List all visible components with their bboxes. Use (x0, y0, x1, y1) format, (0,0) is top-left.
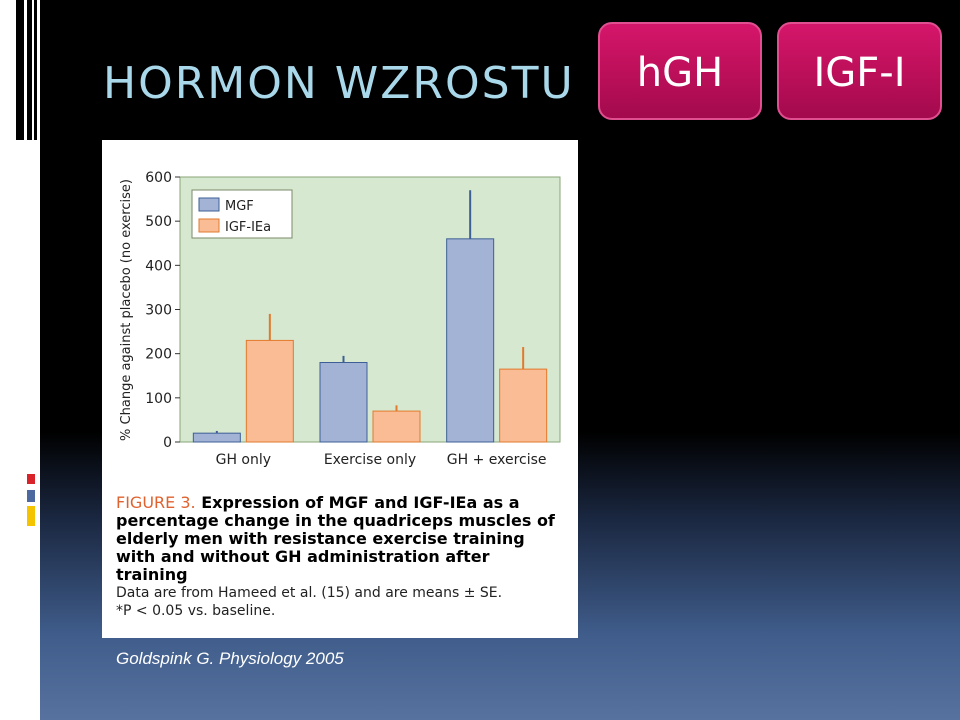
bar-igf (372, 410, 421, 443)
decorative-pattern (16, 0, 37, 526)
legend-label: MGF (225, 199, 254, 214)
legend-swatch (198, 197, 220, 212)
bar-igf (499, 368, 548, 443)
source-citation: Goldspink G. Physiology 2005 (116, 649, 344, 668)
igf-badge-label: IGF-I (813, 50, 906, 96)
x-category-label: GH + exercise (447, 452, 547, 468)
bar-mgf (446, 238, 495, 443)
figure-label: FIGURE 3. (116, 493, 196, 512)
caption-text: Expression of MGF and IGF-IEa as a perce… (116, 493, 555, 584)
igf-badge: IGF-I (777, 22, 942, 120)
y-tick-label: 200 (145, 347, 172, 363)
bar-igf (245, 339, 294, 443)
figure-panel: 0 100 200 300 400 500 600 % Change against plac… (102, 140, 578, 638)
hgh-badge: hGH (598, 22, 762, 120)
figure-caption: FIGURE 3. Expression of MGF and IGF-IEa … (116, 494, 566, 620)
y-tick-label: 100 (145, 391, 172, 407)
y-axis-label: % Change against placebo (no exercise) (119, 179, 134, 441)
y-tick-label: 0 (163, 435, 172, 451)
caption-note-data: Data are from Hameed et al. (15) and are… (116, 585, 503, 601)
bar-mgf (192, 432, 241, 443)
hgh-badge-label: hGH (636, 50, 724, 96)
x-category-label: Exercise only (324, 452, 416, 468)
legend-swatch (198, 218, 220, 233)
legend-label: IGF-IEa (225, 220, 271, 235)
bar-chart: 0 100 200 300 400 500 600 % Change against plac… (119, 170, 561, 468)
y-tick-label: 400 (145, 258, 172, 274)
caption-note-significance: *P < 0.05 vs. baseline. (116, 603, 276, 619)
y-tick-label: 300 (145, 303, 172, 319)
bar-mgf (319, 362, 368, 443)
x-category-label: GH only (216, 452, 271, 468)
y-tick-label: 500 (145, 214, 172, 230)
slide-title: HORMON WZROSTU (103, 58, 575, 109)
y-tick-label: 600 (145, 170, 172, 186)
